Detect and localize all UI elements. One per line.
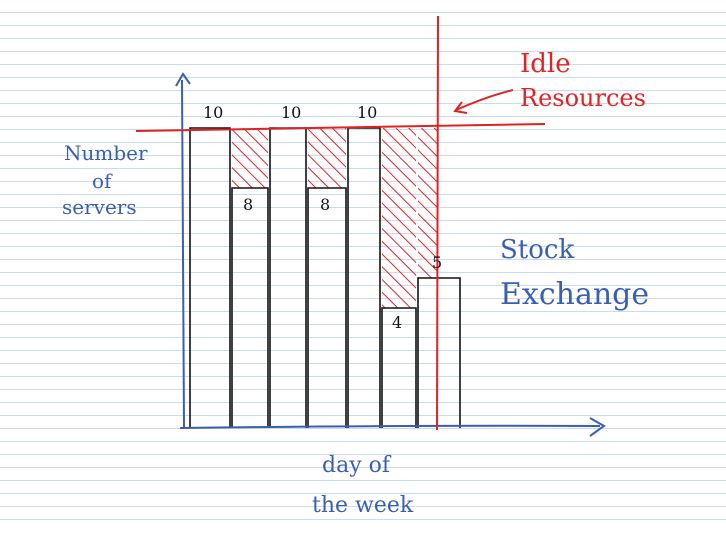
idle-area [308,128,346,188]
x-axis [179,424,601,429]
y-axis-arrowhead [175,72,191,87]
capacity-line [135,123,546,132]
idle-label-line2: Resources [520,84,646,112]
bar-value-label: 10 [203,103,223,122]
axes [175,72,606,437]
x-axis-label-line2: the week [312,493,414,518]
divider-line [436,15,439,431]
bar [381,307,417,428]
y-axis [181,79,185,429]
idle-area [232,128,268,188]
bar-value-label: 8 [320,195,330,214]
bar [417,277,461,428]
bar [307,187,347,428]
bar-value-label: 8 [243,195,253,214]
bar-value-labels: 10 8 10 8 10 4 5 [203,103,442,332]
bar [347,127,381,428]
y-axis-label-line3: servers [62,195,137,219]
idle-resources-arrowhead [453,101,468,114]
bar-value-label: 10 [357,103,377,122]
idle-area [382,128,416,308]
y-axis-label-line1: Number [64,141,148,165]
bar-value-label: 4 [392,313,402,332]
bar-value-label: 10 [281,103,301,122]
idle-label-line1: Idle [520,49,571,79]
x-axis-label-line1: day of [322,453,392,478]
bar [269,127,307,428]
idle-resources-arrow [455,89,514,111]
bar [231,187,269,428]
idle-area [418,128,437,278]
x-axis-arrowhead [589,417,606,437]
side-label-line2: Exchange [500,277,649,312]
bar-value-label: 5 [432,253,442,272]
bar [189,127,231,428]
y-axis-label-line2: of [92,169,113,193]
idle-resources-areas [232,128,437,308]
side-label-line1: Stock [500,235,574,265]
